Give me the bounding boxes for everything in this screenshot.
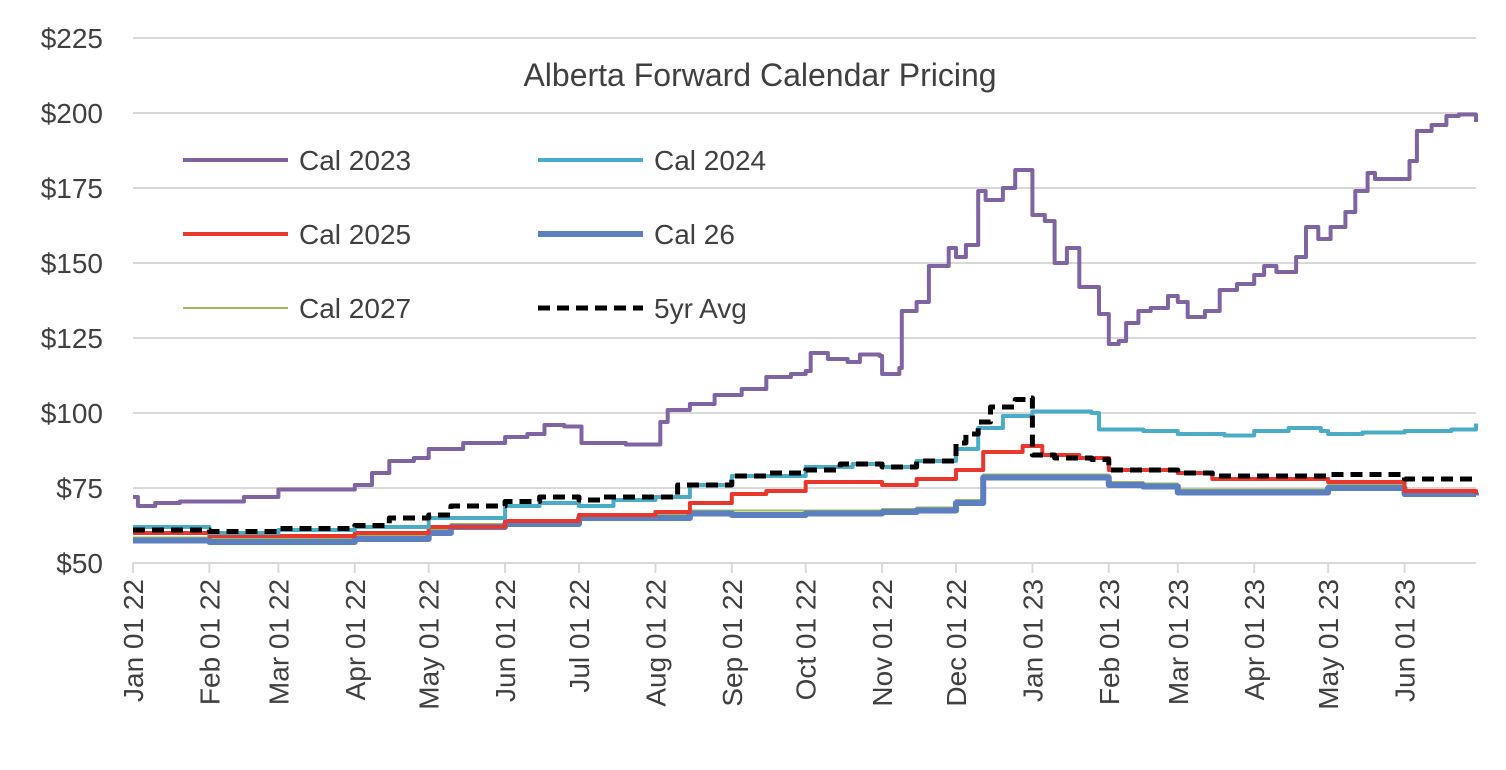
x-tick-label: Apr 01 22 (340, 579, 371, 700)
series-lines (133, 112, 1479, 545)
x-tick-label: Jan 01 22 (118, 579, 149, 702)
x-tick-label: Feb 01 22 (194, 579, 225, 705)
x-tick-label: Jan 01 23 (1017, 579, 1048, 702)
x-tick-label: Mar 01 23 (1163, 579, 1194, 705)
legend-label: 5yr Avg (654, 293, 747, 324)
y-tick-label: $100 (41, 398, 103, 429)
x-tick-label: Dec 01 22 (941, 579, 972, 707)
series-line-cal-2023 (133, 112, 1478, 508)
x-tick-label: Nov 01 22 (867, 579, 898, 707)
x-tick-label: May 01 22 (414, 579, 445, 710)
y-tick-label: $175 (41, 173, 103, 204)
x-tick-label: Jul 01 22 (564, 579, 595, 693)
x-tick-label: Apr 01 23 (1239, 579, 1270, 700)
y-tick-label: $50 (56, 548, 103, 579)
chart-title: Alberta Forward Calendar Pricing (523, 57, 996, 93)
legend-label: Cal 26 (654, 219, 735, 250)
x-tick-label: Aug 01 22 (640, 579, 671, 707)
x-tick-label: Jun 01 23 (1390, 579, 1421, 702)
series-line-cal-2025 (133, 444, 1478, 538)
y-tick-label: $75 (56, 473, 103, 504)
y-tick-label: $150 (41, 248, 103, 279)
gridlines (133, 37, 1476, 564)
x-tick-label: Jun 01 22 (490, 579, 521, 702)
x-tick-label: Mar 01 22 (263, 579, 294, 705)
series-line-cal-26 (133, 474, 1479, 545)
axes: $50 $75 $100 $125 $150 $175 $200 $225 Jan 01 22 F… (41, 23, 1476, 710)
series-line-5yr-avg (133, 395, 1479, 534)
legend: Cal 2023 Cal 2024 Cal 2025 Cal 26 Cal 2027 5y… (183, 145, 766, 324)
y-tick-label: $225 (41, 23, 103, 54)
y-tick-label: $200 (41, 98, 103, 129)
series-line-cal-2024 (133, 409, 1478, 535)
x-tick-label: Sep 01 22 (717, 579, 748, 707)
x-tick-label: Feb 01 23 (1094, 579, 1125, 705)
legend-label: Cal 2024 (654, 145, 766, 176)
legend-label: Cal 2025 (299, 219, 411, 250)
legend-label: Cal 2027 (299, 293, 411, 324)
y-tick-label: $125 (41, 323, 103, 354)
x-tick-label: Oct 01 22 (791, 579, 822, 700)
legend-label: Cal 2023 (299, 145, 411, 176)
x-tick-label: May 01 23 (1313, 579, 1344, 710)
